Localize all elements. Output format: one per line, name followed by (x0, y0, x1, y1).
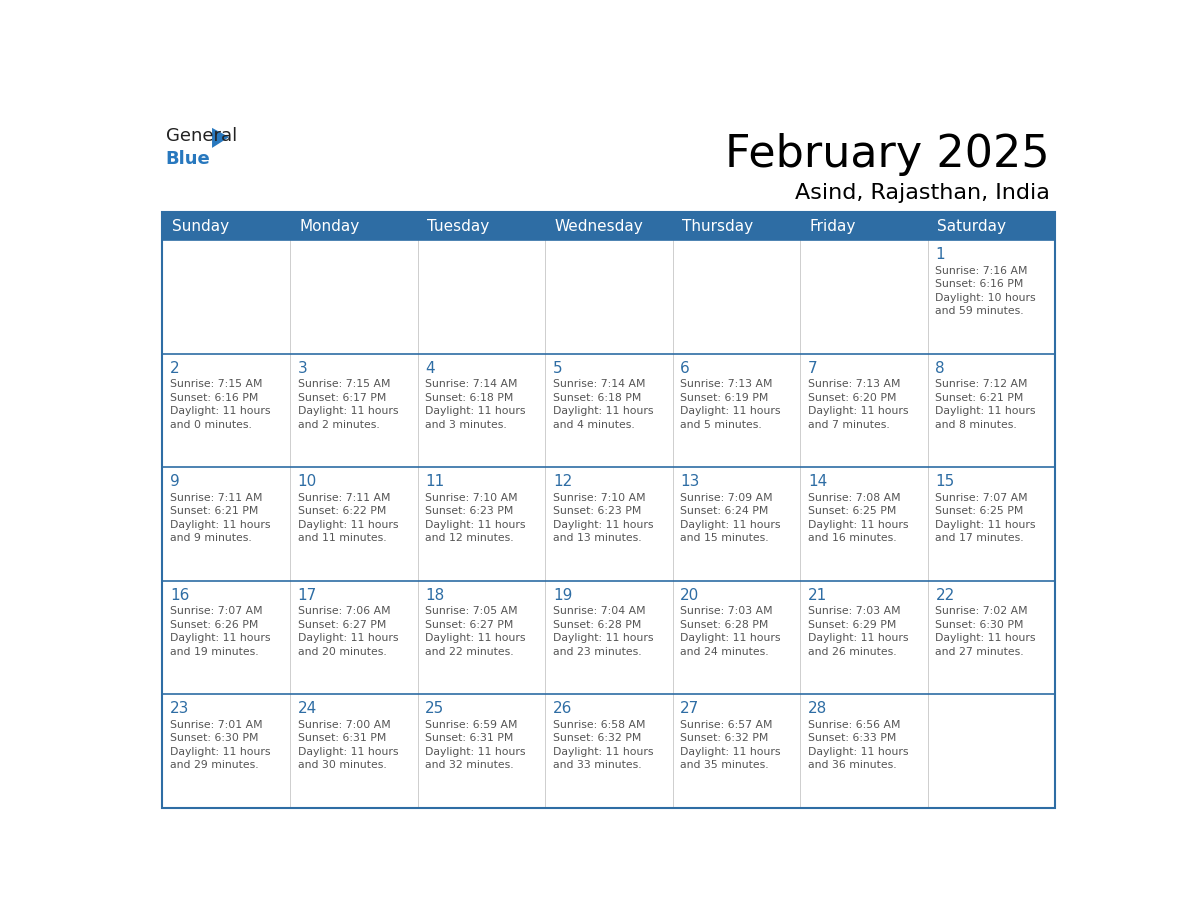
Text: 22: 22 (935, 588, 955, 603)
Text: Sunrise: 7:04 AM
Sunset: 6:28 PM
Daylight: 11 hours
and 23 minutes.: Sunrise: 7:04 AM Sunset: 6:28 PM Dayligh… (552, 606, 653, 657)
Text: Monday: Monday (299, 218, 360, 233)
Text: 4: 4 (425, 361, 435, 375)
Text: Blue: Blue (165, 151, 210, 168)
Text: Sunrise: 7:13 AM
Sunset: 6:20 PM
Daylight: 11 hours
and 7 minutes.: Sunrise: 7:13 AM Sunset: 6:20 PM Dayligh… (808, 379, 909, 430)
Text: General: General (165, 127, 236, 145)
Text: 12: 12 (552, 475, 573, 489)
Text: 16: 16 (170, 588, 190, 603)
Text: 26: 26 (552, 701, 573, 716)
Text: 6: 6 (681, 361, 690, 375)
Text: Tuesday: Tuesday (426, 218, 489, 233)
Text: Sunrise: 7:00 AM
Sunset: 6:31 PM
Daylight: 11 hours
and 30 minutes.: Sunrise: 7:00 AM Sunset: 6:31 PM Dayligh… (298, 720, 398, 770)
Text: Thursday: Thursday (682, 218, 753, 233)
Text: Sunrise: 7:08 AM
Sunset: 6:25 PM
Daylight: 11 hours
and 16 minutes.: Sunrise: 7:08 AM Sunset: 6:25 PM Dayligh… (808, 493, 909, 543)
Text: 10: 10 (298, 475, 317, 489)
Text: 21: 21 (808, 588, 827, 603)
Text: 27: 27 (681, 701, 700, 716)
Text: 23: 23 (170, 701, 190, 716)
Text: Saturday: Saturday (937, 218, 1006, 233)
Text: Sunrise: 7:10 AM
Sunset: 6:23 PM
Daylight: 11 hours
and 13 minutes.: Sunrise: 7:10 AM Sunset: 6:23 PM Dayligh… (552, 493, 653, 543)
Bar (163, 212, 1055, 808)
Text: Sunday: Sunday (172, 218, 229, 233)
Text: 8: 8 (935, 361, 946, 375)
Text: 3: 3 (298, 361, 308, 375)
Polygon shape (211, 128, 229, 148)
Text: Sunrise: 7:11 AM
Sunset: 6:22 PM
Daylight: 11 hours
and 11 minutes.: Sunrise: 7:11 AM Sunset: 6:22 PM Dayligh… (298, 493, 398, 543)
Text: 5: 5 (552, 361, 562, 375)
Text: Sunrise: 7:03 AM
Sunset: 6:28 PM
Daylight: 11 hours
and 24 minutes.: Sunrise: 7:03 AM Sunset: 6:28 PM Dayligh… (681, 606, 781, 657)
Text: Wednesday: Wednesday (555, 218, 643, 233)
Text: Sunrise: 7:14 AM
Sunset: 6:18 PM
Daylight: 11 hours
and 4 minutes.: Sunrise: 7:14 AM Sunset: 6:18 PM Dayligh… (552, 379, 653, 430)
Text: 19: 19 (552, 588, 573, 603)
Text: Sunrise: 7:07 AM
Sunset: 6:26 PM
Daylight: 11 hours
and 19 minutes.: Sunrise: 7:07 AM Sunset: 6:26 PM Dayligh… (170, 606, 271, 657)
Text: Sunrise: 7:05 AM
Sunset: 6:27 PM
Daylight: 11 hours
and 22 minutes.: Sunrise: 7:05 AM Sunset: 6:27 PM Dayligh… (425, 606, 526, 657)
Text: Sunrise: 7:12 AM
Sunset: 6:21 PM
Daylight: 11 hours
and 8 minutes.: Sunrise: 7:12 AM Sunset: 6:21 PM Dayligh… (935, 379, 1036, 430)
Text: 25: 25 (425, 701, 444, 716)
Text: 7: 7 (808, 361, 817, 375)
Text: 14: 14 (808, 475, 827, 489)
Text: Sunrise: 7:01 AM
Sunset: 6:30 PM
Daylight: 11 hours
and 29 minutes.: Sunrise: 7:01 AM Sunset: 6:30 PM Dayligh… (170, 720, 271, 770)
Text: Sunrise: 7:07 AM
Sunset: 6:25 PM
Daylight: 11 hours
and 17 minutes.: Sunrise: 7:07 AM Sunset: 6:25 PM Dayligh… (935, 493, 1036, 543)
Text: 9: 9 (170, 475, 179, 489)
Text: Sunrise: 7:14 AM
Sunset: 6:18 PM
Daylight: 11 hours
and 3 minutes.: Sunrise: 7:14 AM Sunset: 6:18 PM Dayligh… (425, 379, 526, 430)
Text: 2: 2 (170, 361, 179, 375)
Text: Sunrise: 7:16 AM
Sunset: 6:16 PM
Daylight: 10 hours
and 59 minutes.: Sunrise: 7:16 AM Sunset: 6:16 PM Dayligh… (935, 265, 1036, 317)
Text: 20: 20 (681, 588, 700, 603)
Text: 15: 15 (935, 475, 955, 489)
Text: Sunrise: 6:58 AM
Sunset: 6:32 PM
Daylight: 11 hours
and 33 minutes.: Sunrise: 6:58 AM Sunset: 6:32 PM Dayligh… (552, 720, 653, 770)
Text: Sunrise: 7:13 AM
Sunset: 6:19 PM
Daylight: 11 hours
and 5 minutes.: Sunrise: 7:13 AM Sunset: 6:19 PM Dayligh… (681, 379, 781, 430)
Text: Sunrise: 6:56 AM
Sunset: 6:33 PM
Daylight: 11 hours
and 36 minutes.: Sunrise: 6:56 AM Sunset: 6:33 PM Dayligh… (808, 720, 909, 770)
Text: Friday: Friday (809, 218, 855, 233)
Text: 17: 17 (298, 588, 317, 603)
Text: 1: 1 (935, 247, 946, 263)
Text: Sunrise: 7:02 AM
Sunset: 6:30 PM
Daylight: 11 hours
and 27 minutes.: Sunrise: 7:02 AM Sunset: 6:30 PM Dayligh… (935, 606, 1036, 657)
Text: 24: 24 (298, 701, 317, 716)
Text: February 2025: February 2025 (725, 133, 1050, 176)
Text: Sunrise: 7:06 AM
Sunset: 6:27 PM
Daylight: 11 hours
and 20 minutes.: Sunrise: 7:06 AM Sunset: 6:27 PM Dayligh… (298, 606, 398, 657)
Text: Sunrise: 7:15 AM
Sunset: 6:17 PM
Daylight: 11 hours
and 2 minutes.: Sunrise: 7:15 AM Sunset: 6:17 PM Dayligh… (298, 379, 398, 430)
Text: 11: 11 (425, 475, 444, 489)
Text: Sunrise: 7:09 AM
Sunset: 6:24 PM
Daylight: 11 hours
and 15 minutes.: Sunrise: 7:09 AM Sunset: 6:24 PM Dayligh… (681, 493, 781, 543)
Bar (163, 212, 1055, 241)
Text: Sunrise: 6:59 AM
Sunset: 6:31 PM
Daylight: 11 hours
and 32 minutes.: Sunrise: 6:59 AM Sunset: 6:31 PM Dayligh… (425, 720, 526, 770)
Text: Sunrise: 7:11 AM
Sunset: 6:21 PM
Daylight: 11 hours
and 9 minutes.: Sunrise: 7:11 AM Sunset: 6:21 PM Dayligh… (170, 493, 271, 543)
Text: Asind, Rajasthan, India: Asind, Rajasthan, India (795, 184, 1050, 203)
Text: 18: 18 (425, 588, 444, 603)
Text: Sunrise: 7:15 AM
Sunset: 6:16 PM
Daylight: 11 hours
and 0 minutes.: Sunrise: 7:15 AM Sunset: 6:16 PM Dayligh… (170, 379, 271, 430)
Text: 28: 28 (808, 701, 827, 716)
Text: 13: 13 (681, 475, 700, 489)
Text: Sunrise: 6:57 AM
Sunset: 6:32 PM
Daylight: 11 hours
and 35 minutes.: Sunrise: 6:57 AM Sunset: 6:32 PM Dayligh… (681, 720, 781, 770)
Text: Sunrise: 7:10 AM
Sunset: 6:23 PM
Daylight: 11 hours
and 12 minutes.: Sunrise: 7:10 AM Sunset: 6:23 PM Dayligh… (425, 493, 526, 543)
Text: Sunrise: 7:03 AM
Sunset: 6:29 PM
Daylight: 11 hours
and 26 minutes.: Sunrise: 7:03 AM Sunset: 6:29 PM Dayligh… (808, 606, 909, 657)
